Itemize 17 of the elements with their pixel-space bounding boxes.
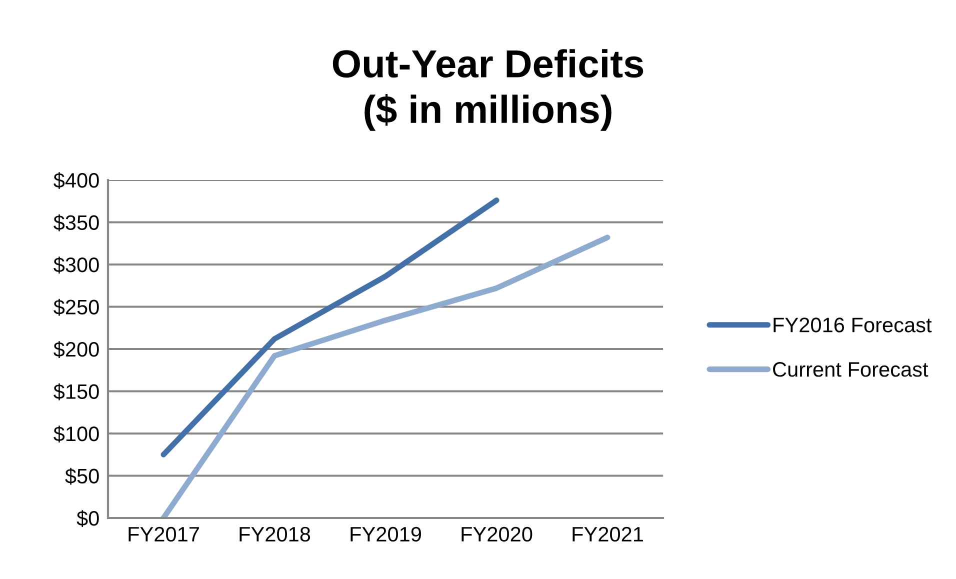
x-tick-label: FY2017	[128, 526, 199, 542]
y-tick-label: $50	[65, 468, 99, 485]
chart-title: Out-Year Deficits ($ in millions)	[332, 49, 644, 131]
y-tick-label: $150	[54, 383, 99, 400]
legend-label: Current Forecast	[773, 362, 928, 377]
x-tick-label: FY2021	[572, 526, 643, 542]
legend-label: FY2016 Forecast	[774, 318, 932, 332]
y-tick-label: $350	[54, 214, 99, 232]
x-tick-label: FY2020	[462, 526, 532, 542]
y-tick-label: $300	[54, 256, 99, 274]
y-tick-label: $250	[54, 298, 99, 316]
y-tick-label: $0	[76, 510, 99, 527]
x-tick-label: FY2019	[350, 526, 421, 542]
x-tick-label: FY2018	[240, 526, 310, 542]
y-tick-label: $400	[54, 172, 99, 189]
y-tick-label: $100	[54, 426, 99, 442]
y-tick-label: $200	[54, 341, 99, 358]
